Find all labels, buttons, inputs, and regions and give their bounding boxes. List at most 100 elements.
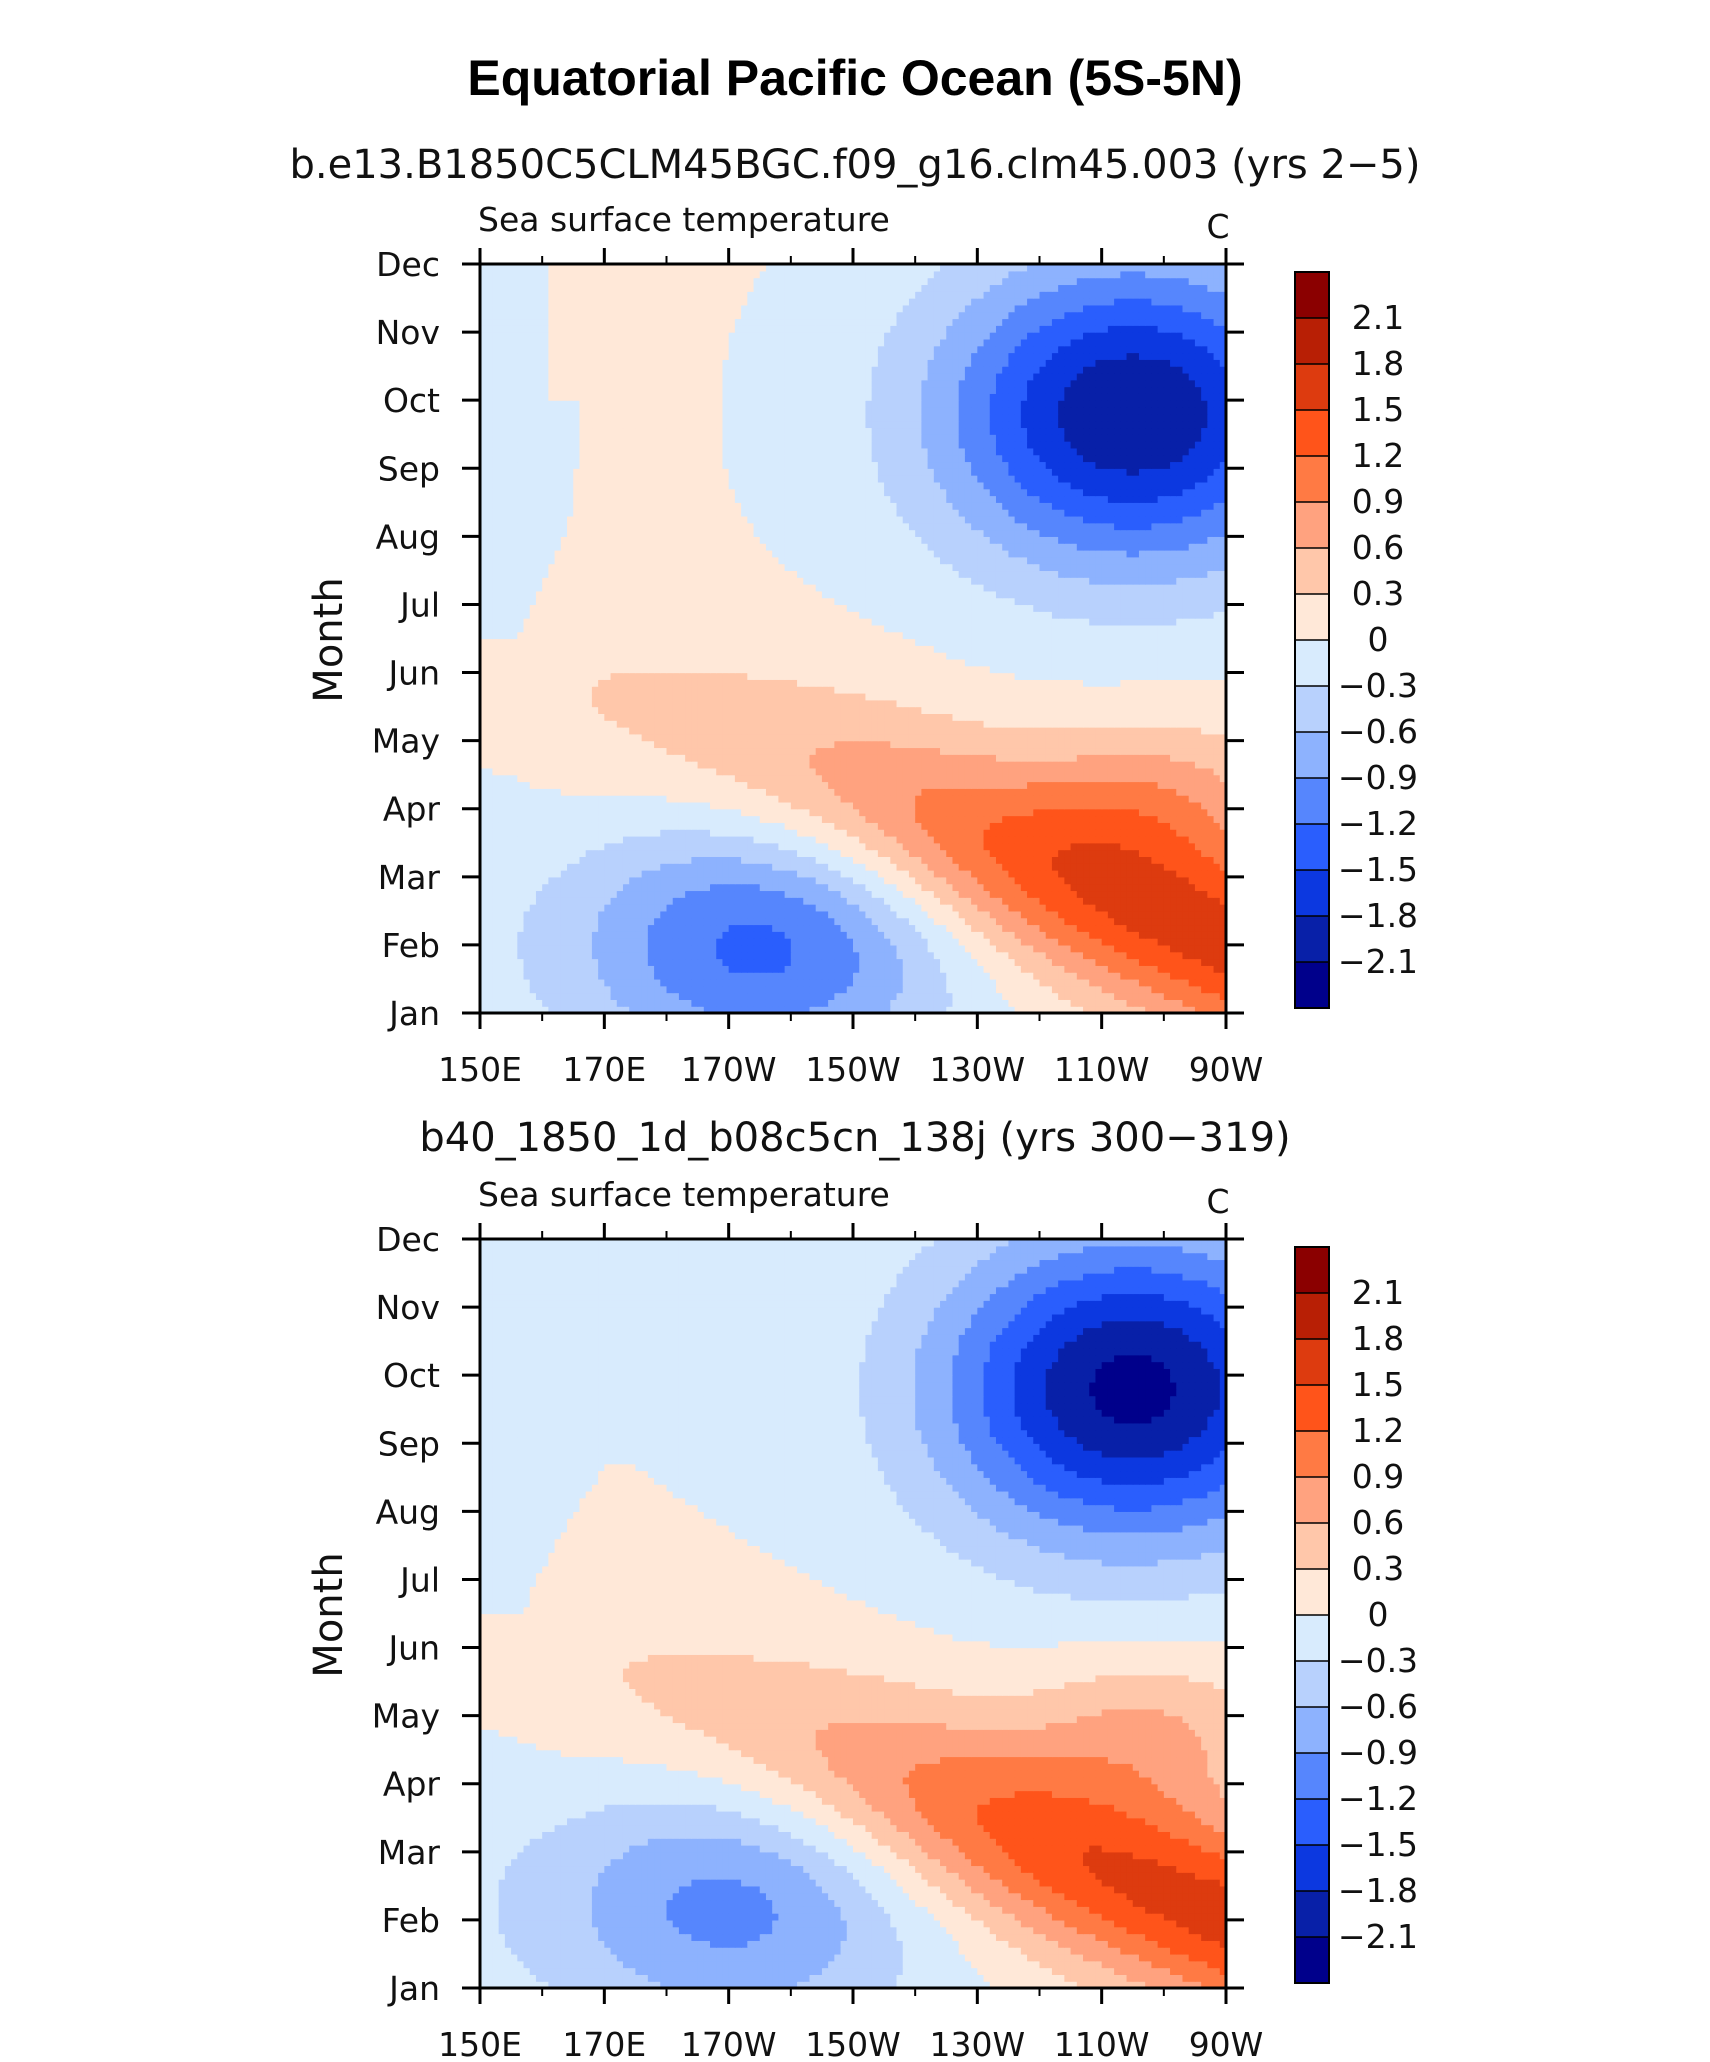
heatmap-cell bbox=[672, 924, 680, 932]
heatmap-cell bbox=[635, 781, 643, 789]
heatmap-cell bbox=[529, 795, 537, 803]
heatmap-cell bbox=[1070, 822, 1078, 830]
heatmap-cell bbox=[765, 972, 773, 980]
heatmap-cell bbox=[722, 999, 730, 1007]
heatmap-cell bbox=[1076, 795, 1084, 803]
heatmap-cell bbox=[1076, 808, 1084, 817]
heatmap-cell bbox=[908, 801, 916, 810]
heatmap-cell bbox=[1145, 992, 1152, 1000]
heatmap-cell bbox=[834, 1006, 842, 1014]
heatmap-cell bbox=[1163, 849, 1171, 857]
heatmap-cell bbox=[1083, 781, 1090, 789]
heatmap-cell bbox=[672, 842, 680, 851]
heatmap-cell bbox=[1002, 842, 1010, 851]
heatmap-cell bbox=[480, 747, 487, 755]
heatmap-cell bbox=[1101, 740, 1109, 749]
heatmap-cell bbox=[1188, 944, 1196, 953]
heatmap-cell bbox=[1145, 842, 1152, 851]
heatmap-cell bbox=[1132, 924, 1140, 932]
heatmap-cell bbox=[716, 910, 724, 919]
heatmap-cell bbox=[1157, 917, 1165, 926]
heatmap-cell bbox=[809, 754, 817, 762]
heatmap-cell bbox=[1083, 1006, 1090, 1014]
heatmap-cell bbox=[927, 938, 935, 946]
heatmap-cell bbox=[610, 999, 618, 1007]
heatmap-cell bbox=[1182, 829, 1190, 837]
heatmap-cell bbox=[809, 733, 817, 742]
heatmap-cell bbox=[1002, 829, 1010, 837]
heatmap-cell bbox=[772, 822, 779, 830]
heatmap-cell bbox=[610, 733, 618, 742]
heatmap-cell bbox=[747, 747, 755, 755]
heatmap-cell bbox=[815, 835, 823, 844]
heatmap-cell bbox=[486, 897, 494, 905]
heatmap-cell bbox=[1194, 835, 1202, 844]
heatmap-cell bbox=[946, 904, 954, 912]
heatmap-cell bbox=[797, 897, 804, 905]
heatmap-cell bbox=[927, 767, 935, 776]
heatmap-cell bbox=[890, 944, 898, 953]
heatmap-cell bbox=[678, 727, 686, 735]
heatmap-cell bbox=[560, 849, 568, 857]
heatmap-cell bbox=[1101, 801, 1109, 810]
heatmap-cell bbox=[890, 733, 898, 742]
heatmap-cell bbox=[604, 883, 612, 892]
heatmap-cell bbox=[964, 754, 972, 762]
heatmap-cell bbox=[1213, 985, 1221, 994]
heatmap-cell bbox=[1114, 733, 1121, 742]
heatmap-cell bbox=[598, 835, 605, 844]
heatmap-cell bbox=[977, 795, 985, 803]
heatmap-cell bbox=[1213, 733, 1221, 742]
heatmap-cell bbox=[884, 992, 891, 1000]
heatmap-cell bbox=[971, 788, 978, 796]
heatmap-cell bbox=[1219, 781, 1227, 789]
heatmap-cell bbox=[896, 876, 904, 885]
heatmap-cell bbox=[1008, 815, 1016, 823]
heatmap-cell bbox=[542, 835, 549, 844]
heatmap-cell bbox=[964, 883, 972, 892]
heatmap-cell bbox=[1051, 870, 1059, 878]
heatmap-cell bbox=[865, 897, 873, 905]
heatmap-cell bbox=[915, 754, 922, 762]
heatmap-cell bbox=[753, 795, 761, 803]
heatmap-cell bbox=[1163, 890, 1171, 898]
heatmap-cell bbox=[995, 774, 1003, 783]
heatmap-cell bbox=[940, 829, 947, 837]
heatmap-cell bbox=[1002, 904, 1010, 912]
heatmap-cell bbox=[1033, 931, 1041, 939]
heatmap-cell bbox=[809, 924, 817, 932]
heatmap-cell bbox=[1114, 815, 1121, 823]
heatmap-cell bbox=[1120, 958, 1128, 966]
heatmap-cell bbox=[1176, 924, 1184, 932]
heatmap-cell bbox=[1114, 883, 1121, 892]
heatmap-cell bbox=[1145, 801, 1152, 810]
heatmap-cell bbox=[480, 876, 487, 885]
heatmap-cell bbox=[523, 842, 531, 851]
heatmap-cell bbox=[1132, 774, 1140, 783]
heatmap-cell bbox=[821, 876, 829, 885]
heatmap-cell bbox=[797, 965, 804, 973]
heatmap-cell bbox=[803, 829, 811, 837]
heatmap-cell bbox=[1095, 992, 1103, 1000]
heatmap-cell bbox=[666, 822, 674, 830]
heatmap-cell bbox=[734, 829, 742, 837]
heatmap-cell bbox=[1132, 917, 1140, 926]
heatmap-cell bbox=[1027, 904, 1034, 912]
heatmap-cell bbox=[1070, 767, 1078, 776]
heatmap-cell bbox=[828, 856, 835, 864]
heatmap-cell bbox=[828, 795, 835, 803]
heatmap-cell bbox=[846, 808, 854, 817]
heatmap-cell bbox=[1132, 754, 1140, 762]
heatmap-cell bbox=[1002, 863, 1010, 871]
heatmap-cell bbox=[797, 938, 804, 946]
heatmap-cell bbox=[859, 938, 867, 946]
heatmap-cell bbox=[1070, 917, 1078, 926]
heatmap-cell bbox=[685, 876, 692, 885]
heatmap-cell bbox=[1076, 781, 1084, 789]
heatmap-cell bbox=[635, 835, 643, 844]
heatmap-cell bbox=[753, 944, 761, 953]
heatmap-cell bbox=[480, 890, 487, 898]
heatmap-cell bbox=[902, 835, 910, 844]
heatmap-cell bbox=[946, 767, 954, 776]
heatmap-cell bbox=[1157, 761, 1165, 769]
